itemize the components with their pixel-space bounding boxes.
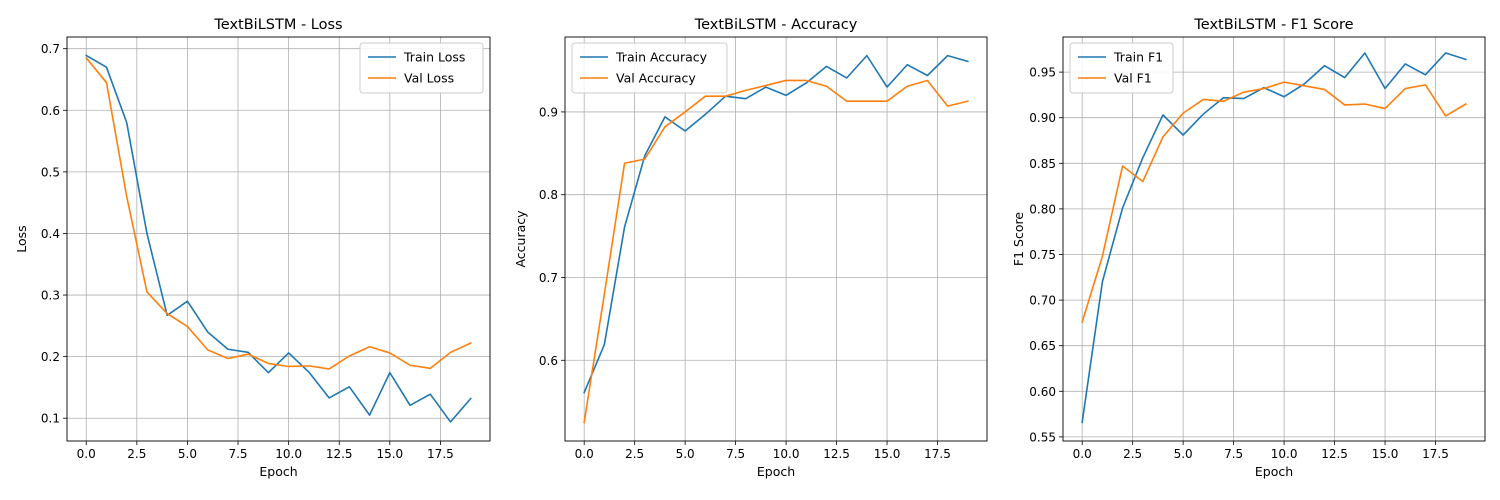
x-tick-label: 12.5 bbox=[823, 447, 850, 461]
legend: Train F1 Val F1 bbox=[1069, 42, 1174, 94]
y-tick-label: 0.1 bbox=[41, 412, 60, 426]
legend: Train Accuracy Val Accuracy bbox=[571, 42, 728, 94]
x-tick-label: 15.0 bbox=[1372, 447, 1399, 461]
y-tick-label: 0.85 bbox=[1029, 157, 1056, 171]
y-tick-label: 0.80 bbox=[1029, 202, 1056, 216]
y-tick-label: 0.7 bbox=[539, 271, 558, 285]
y-axis-label: Loss bbox=[14, 225, 29, 252]
x-tick-label: 2.5 bbox=[127, 447, 146, 461]
y-tick-label: 0.6 bbox=[539, 354, 558, 368]
x-tick-label: 17.5 bbox=[427, 447, 454, 461]
legend: Train Loss Val Loss bbox=[359, 42, 484, 94]
x-tick-label: 17.5 bbox=[1422, 447, 1449, 461]
chart-title: TextBiLSTM - Accuracy bbox=[694, 17, 858, 33]
y-tick-label: 0.55 bbox=[1029, 430, 1056, 444]
x-tick-label: 15.0 bbox=[376, 447, 403, 461]
x-tick-label: 7.5 bbox=[726, 447, 745, 461]
chart-panel-3: 0.0 2.5 5.0 7.5 10.0 12.5 15.0 17.5 0.55 0.60 0.65… bbox=[1011, 17, 1486, 479]
series-line-val-loss bbox=[85, 56, 472, 370]
axes-frame bbox=[1062, 36, 1486, 442]
x-tick-label: 15.0 bbox=[874, 447, 901, 461]
chart-panel-2: 0.0 2.5 5.0 7.5 10.0 12.5 15.0 17.5 0.6 0.7 0.8 0.9… bbox=[513, 17, 988, 479]
legend-label: Val Loss bbox=[404, 71, 454, 86]
x-tick-label: 5.0 bbox=[178, 447, 197, 461]
y-axis-label: F1 Score bbox=[1011, 212, 1026, 266]
x-tick-label: 7.5 bbox=[1224, 447, 1243, 461]
legend-label: Train Loss bbox=[403, 50, 465, 65]
x-tick-label: 7.5 bbox=[228, 447, 247, 461]
y-tick-label: 0.9 bbox=[539, 105, 558, 119]
y-tick-label: 0.95 bbox=[1029, 66, 1056, 80]
legend-label: Val F1 bbox=[1114, 71, 1152, 86]
x-tick-label: 10.0 bbox=[773, 447, 800, 461]
y-axis-label: Accuracy bbox=[513, 210, 528, 268]
y-tick-label: 0.8 bbox=[539, 188, 558, 202]
y-tick-label: 0.2 bbox=[41, 350, 60, 364]
x-tick-label: 0.0 bbox=[1073, 447, 1092, 461]
legend-label: Val Accuracy bbox=[616, 71, 696, 86]
series-line-train-f1 bbox=[1081, 52, 1467, 424]
chart-title: TextBiLSTM - Loss bbox=[213, 17, 342, 33]
x-tick-label: 0.0 bbox=[575, 447, 594, 461]
x-tick-label: 2.5 bbox=[1123, 447, 1142, 461]
x-axis-label: Epoch bbox=[259, 464, 297, 479]
y-tick-label: 0.60 bbox=[1029, 385, 1056, 399]
x-tick-label: 17.5 bbox=[924, 447, 951, 461]
x-tick-label: 12.5 bbox=[1321, 447, 1348, 461]
x-axis-label: Epoch bbox=[1255, 464, 1293, 479]
x-tick-label: 5.0 bbox=[676, 447, 695, 461]
legend-box bbox=[571, 42, 728, 94]
y-tick-label: 0.65 bbox=[1029, 339, 1056, 353]
series-line-train-accuracy bbox=[583, 54, 969, 394]
y-tick-label: 0.90 bbox=[1029, 111, 1056, 125]
chart-panel-1: 0.0 2.5 5.0 7.5 10.0 12.5 15.0 17.5 0.1 0.2 0.3 0.4… bbox=[14, 17, 491, 479]
axes-frame bbox=[66, 36, 491, 442]
y-tick-label: 0.6 bbox=[41, 104, 60, 118]
y-tick-label: 0.70 bbox=[1029, 294, 1056, 308]
x-axis-label: Epoch bbox=[757, 464, 795, 479]
y-tick-label: 0.75 bbox=[1029, 248, 1056, 262]
series-line-val-accuracy bbox=[583, 79, 969, 424]
y-tick-label: 0.4 bbox=[41, 227, 60, 241]
y-tick-label: 0.5 bbox=[41, 165, 60, 179]
x-tick-label: 2.5 bbox=[625, 447, 644, 461]
legend-box bbox=[1069, 42, 1174, 94]
x-tick-label: 0.0 bbox=[77, 447, 96, 461]
x-tick-label: 10.0 bbox=[1271, 447, 1298, 461]
x-tick-label: 12.5 bbox=[326, 447, 353, 461]
series-line-train-loss bbox=[85, 54, 472, 423]
legend-label: Train F1 bbox=[1113, 50, 1163, 65]
legend-label: Train Accuracy bbox=[615, 50, 708, 65]
axes-frame bbox=[564, 36, 988, 442]
x-tick-label: 5.0 bbox=[1174, 447, 1193, 461]
chart-title: TextBiLSTM - F1 Score bbox=[1193, 17, 1353, 33]
x-tick-label: 10.0 bbox=[275, 447, 302, 461]
legend-box bbox=[359, 42, 484, 94]
series-line-val-f1 bbox=[1081, 81, 1467, 323]
y-tick-label: 0.3 bbox=[41, 289, 60, 303]
y-tick-label: 0.7 bbox=[41, 42, 60, 56]
